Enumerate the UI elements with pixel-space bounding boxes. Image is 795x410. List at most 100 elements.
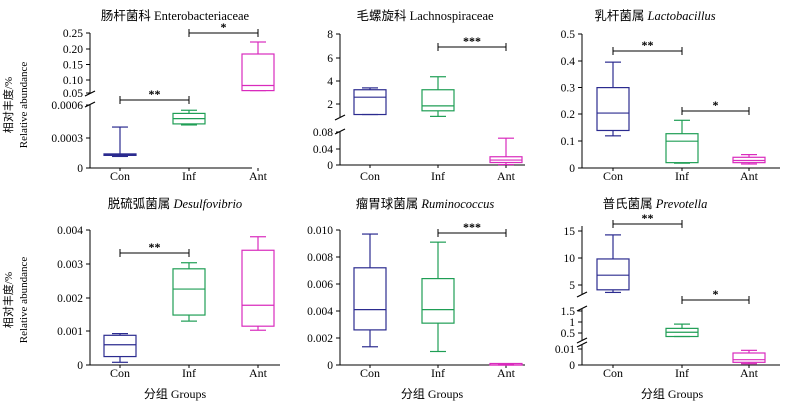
y-tick-label: 0.3 — [561, 83, 576, 95]
significance-bracket: ** — [612, 211, 683, 228]
y-tick-label: 0.5 — [561, 29, 576, 41]
y-tick-label: 6 — [327, 53, 333, 65]
chart-title-en: Prevotella — [655, 197, 708, 211]
x-tick-label-con: Con — [110, 366, 130, 380]
box-iqr — [665, 133, 699, 164]
x-tick-label-inf: Inf — [182, 366, 196, 380]
x-axis-label-1: 分组 Groups — [144, 387, 207, 401]
y-tick-label: 1 — [569, 317, 575, 329]
y-tick-label: 0.2 — [561, 109, 576, 121]
significance-label: ** — [149, 87, 161, 101]
x-axis-label-2: 分组 Groups — [401, 387, 464, 401]
significance-bracket: ** — [612, 38, 683, 55]
box-iqr — [421, 89, 455, 112]
box-con — [596, 61, 630, 137]
box-iqr — [241, 53, 275, 92]
y-tick-label: 0.0006 — [51, 100, 83, 112]
box-iqr — [596, 258, 630, 291]
significance-bracket: *** — [437, 220, 507, 237]
chart-title-cn: 乳杆菌属 — [594, 9, 647, 23]
box-ant — [241, 41, 275, 92]
x-tick-label-con: Con — [603, 366, 623, 380]
y-tick-label: 2 — [327, 99, 333, 111]
significance-label: *** — [463, 220, 481, 234]
axis-break-mark — [334, 114, 346, 121]
y-tick-label: 0.002 — [307, 333, 333, 345]
chart-title: 脱硫弧菌属 Desulfovibrio — [108, 196, 242, 211]
panel-lachnospiraceae: 毛螺旋科 Lachnospiraceae 0 0.04 0.08 2 4 6 8 Con Inf A… — [313, 9, 525, 183]
y-label-cn: 相对丰度/% — [1, 272, 15, 328]
box-con — [596, 234, 630, 294]
chart-title: 肠杆菌科 Enterobacteriaceae — [101, 9, 250, 23]
significance-label: ** — [642, 38, 654, 52]
significance-bracket: ** — [119, 240, 190, 257]
chart-title: 乳杆菌属 Lactobacillus — [594, 9, 715, 23]
y-tick-label: 0.01 — [555, 344, 575, 356]
y-tick-label: 0.003 — [57, 259, 83, 271]
y-tick-label: 0 — [569, 360, 575, 372]
axis-break-mark — [576, 341, 588, 348]
y-tick-label: 0.4 — [561, 56, 576, 68]
x-tick-label-con: Con — [360, 366, 380, 380]
y-tick-label: 0 — [569, 163, 575, 175]
axis-break-mark — [334, 128, 346, 135]
y-axis-label-row-1: 相对丰度/% Relative abundance — [1, 62, 30, 149]
y-tick-label: 4 — [327, 76, 333, 88]
box-iqr — [353, 89, 387, 116]
significance-label: ** — [149, 240, 161, 254]
box-con — [103, 333, 137, 363]
chart-title: 普氏菌属 Prevotella — [603, 197, 708, 211]
x-tick-label-ant: Ant — [740, 366, 759, 380]
significance-label: * — [221, 20, 227, 34]
axis-break-mark — [84, 101, 96, 108]
chart-title-cn: 普氏菌属 — [603, 197, 656, 211]
box-inf — [665, 119, 699, 164]
y-tick-label: 1.5 — [561, 306, 576, 318]
y-tick-label: 0.10 — [63, 75, 83, 87]
box-ant — [489, 362, 523, 366]
x-tick-label-inf: Inf — [182, 169, 196, 183]
y-tick-label: 0.0003 — [51, 133, 83, 145]
chart-title-en: Lachnospiraceae — [410, 9, 494, 23]
panel-ruminococcus: 瘤胃球菌属 Ruminococcus 0 0.002 0.004 0.006 0.008 0… — [307, 196, 525, 380]
x-tick-label-ant: Ant — [249, 366, 268, 380]
panel-lactobacillus: 乳杆菌属 Lactobacillus 0 0.1 0.2 0.3 0.4 0.5 Con Inf… — [561, 9, 780, 183]
x-tick-label-inf: Inf — [675, 366, 689, 380]
x-tick-label-ant: Ant — [740, 169, 759, 183]
box-iqr — [241, 249, 275, 327]
axis-break-mark — [576, 291, 588, 298]
box-ant — [732, 154, 766, 165]
significance-bracket: ** — [119, 87, 190, 104]
significance-label: *** — [463, 34, 481, 48]
y-label-cn: 相对丰度/% — [1, 77, 15, 133]
y-label-en: Relative abundance — [18, 257, 30, 344]
panels: 肠杆菌科 Enterobacteriaceae 0 0.0003 0.00060.05… — [51, 9, 780, 380]
panel-prevotella: 普氏菌属 Prevotella 0 0.01 0.511.5 5 10 15 Con Inf An… — [555, 197, 780, 380]
panel-desulfovibrio: 脱硫弧菌属 Desulfovibrio 0 0.001 0.002 0.003 0.004… — [57, 196, 280, 380]
box-inf — [172, 109, 206, 126]
y-tick-label: 0.004 — [307, 306, 333, 318]
significance-bracket: * — [681, 98, 750, 115]
x-tick-label-inf: Inf — [431, 366, 445, 380]
box-inf — [665, 323, 699, 338]
box-iqr — [732, 352, 766, 363]
box-inf — [421, 76, 455, 117]
x-axis-label-3: 分组 Groups — [641, 387, 704, 401]
y-tick-label: 0.04 — [313, 144, 333, 156]
chart-title-en: Desulfovibrio — [172, 197, 242, 211]
box-inf — [421, 241, 455, 353]
box-iqr — [103, 334, 137, 358]
chart-title-cn: 毛螺旋科 — [356, 9, 409, 23]
y-tick-label: 10 — [564, 253, 576, 265]
y-tick-label: 0.20 — [63, 44, 83, 56]
y-tick-label: 0.5 — [561, 328, 576, 340]
y-tick-label: 0.1 — [561, 136, 576, 148]
panel-enterobacteriaceae: 肠杆菌科 Enterobacteriaceae 0 0.0003 0.00060.05… — [51, 9, 275, 183]
x-tick-label-ant: Ant — [497, 366, 516, 380]
significance-bracket: * — [188, 20, 259, 37]
chart-title: 毛螺旋科 Lachnospiraceae — [356, 9, 494, 23]
y-tick-label: 0 — [327, 160, 333, 172]
y-tick-label: 0.001 — [57, 326, 83, 338]
